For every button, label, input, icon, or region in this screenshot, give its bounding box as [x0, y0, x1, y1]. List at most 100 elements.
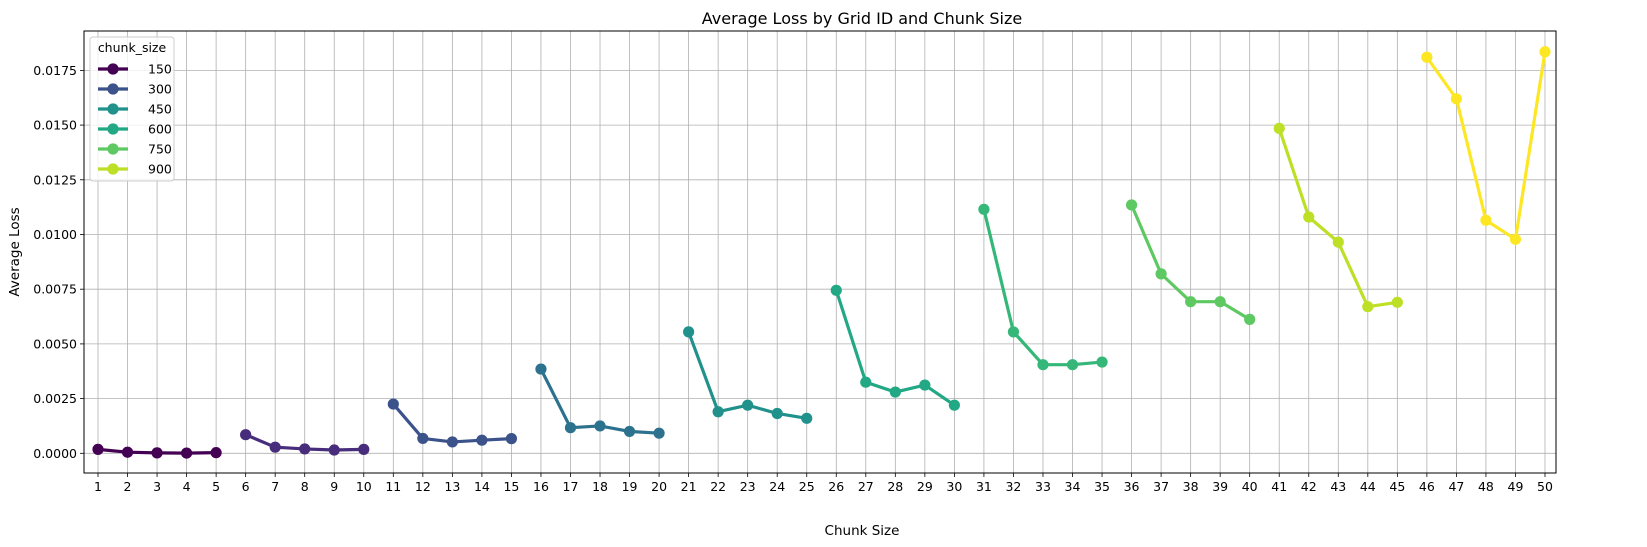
x-tick-label: 14 [474, 479, 490, 494]
x-tick-label: 5 [212, 479, 220, 494]
x-tick-label: 29 [917, 479, 933, 494]
x-tick-label: 43 [1330, 479, 1346, 494]
x-tick-label: 18 [592, 479, 608, 494]
data-point [653, 427, 665, 439]
x-tick-label: 44 [1360, 479, 1376, 494]
data-point [919, 379, 931, 391]
legend-swatch-marker [107, 83, 119, 95]
x-tick-label: 33 [1035, 479, 1051, 494]
y-tick-label: 0.0075 [33, 282, 77, 297]
data-point [1450, 93, 1463, 105]
data-point [1244, 313, 1256, 325]
x-tick-label: 4 [183, 479, 191, 494]
data-point [151, 447, 163, 459]
data-point [358, 443, 370, 455]
legend-swatch-marker [107, 163, 119, 175]
data-point [1214, 296, 1226, 308]
data-point [1125, 199, 1138, 211]
y-axis-label: Average Loss [7, 207, 23, 296]
legend-entry-label: 450 [148, 102, 172, 117]
x-tick-label: 46 [1419, 479, 1435, 494]
legend-entry-label: 600 [148, 122, 172, 137]
x-tick-label: 34 [1065, 479, 1081, 494]
data-point [860, 376, 872, 388]
x-tick-label: 26 [828, 479, 844, 494]
x-tick-label: 41 [1271, 479, 1287, 494]
legend: chunk_size 150 300 450 600 750 900 [89, 36, 175, 182]
data-point [535, 363, 547, 375]
data-point [1303, 211, 1315, 223]
x-tick-label: 36 [1124, 479, 1140, 494]
x-tick-label: 27 [858, 479, 874, 494]
data-point [1185, 296, 1197, 308]
data-point [801, 412, 813, 424]
series-points [92, 46, 1551, 459]
y-tick-label: 0.0100 [33, 227, 77, 242]
data-point [387, 398, 399, 410]
x-tick-label: 6 [242, 479, 250, 494]
y-tick-label: 0.0175 [33, 63, 77, 78]
data-point [1391, 296, 1403, 308]
y-tick-label: 0.0050 [33, 336, 77, 351]
x-tick-label: 22 [710, 479, 726, 494]
data-point [180, 447, 193, 459]
x-tick-label: 3 [153, 479, 161, 494]
x-tick-label: 23 [740, 479, 756, 494]
data-point [92, 443, 104, 455]
data-point [210, 447, 222, 459]
data-point [712, 406, 724, 418]
x-tick-label: 12 [415, 479, 431, 494]
data-point [1480, 214, 1492, 226]
legend-entry-label: 150 [148, 62, 172, 77]
x-tick-label: 25 [799, 479, 815, 494]
x-tick-label: 31 [976, 479, 992, 494]
y-tick-label: 0.0025 [33, 391, 77, 406]
data-point [1096, 356, 1108, 368]
data-point [299, 443, 311, 455]
x-tick-label: 11 [385, 479, 401, 494]
data-point [683, 326, 695, 338]
x-tick-label: 40 [1242, 479, 1258, 494]
data-point [417, 432, 429, 445]
x-tick-label: 48 [1478, 479, 1494, 494]
data-point [1155, 268, 1167, 280]
x-tick-label: 1 [94, 479, 102, 494]
legend-swatch-marker [107, 123, 119, 135]
x-tick-label: 8 [301, 479, 309, 494]
x-tick-label: 20 [651, 479, 667, 494]
data-point [1007, 326, 1020, 338]
data-point [771, 407, 783, 420]
data-point [328, 444, 340, 456]
x-tick-label: 9 [330, 479, 338, 494]
x-tick-label: 42 [1301, 479, 1317, 494]
data-point [1539, 46, 1551, 58]
grid-lines [84, 31, 1556, 473]
legend-entry-label: 900 [148, 162, 172, 177]
plot-frame [83, 30, 1557, 474]
x-tick-label: 45 [1389, 479, 1405, 494]
chart-title: Average Loss by Grid ID and Chunk Size [702, 9, 1022, 28]
data-point [623, 425, 636, 438]
data-point [476, 434, 488, 446]
x-tick-label: 37 [1153, 479, 1169, 494]
data-point [1332, 236, 1344, 248]
data-point [948, 399, 960, 411]
legend-entry-label: 750 [148, 142, 172, 157]
x-tick-label: 10 [356, 479, 372, 494]
data-point [446, 436, 458, 448]
x-tick-label: 24 [769, 479, 785, 494]
data-point [1509, 233, 1522, 245]
x-tick-label: 35 [1094, 479, 1110, 494]
data-point [889, 386, 901, 398]
data-point [1037, 359, 1049, 371]
x-tick-label: 50 [1537, 479, 1553, 494]
x-tick-label: 47 [1448, 479, 1464, 494]
x-tick-label: 30 [946, 479, 962, 494]
x-tick-label: 17 [563, 479, 579, 494]
data-point [978, 203, 990, 215]
legend-swatch-marker [107, 143, 119, 155]
data-point [269, 441, 281, 453]
x-tick-label: 16 [533, 479, 549, 494]
